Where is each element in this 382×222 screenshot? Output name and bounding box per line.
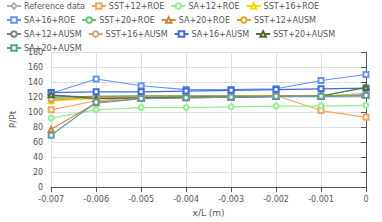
svg-text:SST+12+ROE: SST+12+ROE xyxy=(109,2,165,11)
svg-text:-0.006: -0.006 xyxy=(83,195,109,204)
svg-text:40: 40 xyxy=(33,153,43,162)
svg-text:-0.005: -0.005 xyxy=(128,195,154,204)
svg-text:SST+20+AUSM: SST+20+AUSM xyxy=(273,30,335,39)
svg-text:60: 60 xyxy=(33,138,43,147)
svg-text:SA+16+AUSM: SA+16+AUSM xyxy=(192,30,250,39)
svg-text:x/L (m): x/L (m) xyxy=(193,208,225,218)
svg-text:SST+20+ROE: SST+20+ROE xyxy=(99,16,155,25)
svg-text:80: 80 xyxy=(33,123,43,132)
svg-text:120: 120 xyxy=(28,93,43,102)
svg-text:-0.004: -0.004 xyxy=(173,195,199,204)
svg-text:SA+12+ROE: SA+12+ROE xyxy=(188,2,239,11)
svg-text:-0.003: -0.003 xyxy=(218,195,244,204)
svg-text:0: 0 xyxy=(38,183,43,192)
svg-text:20: 20 xyxy=(33,168,43,177)
svg-text:SA+20+ROE: SA+20+ROE xyxy=(179,16,230,25)
svg-text:-0.007: -0.007 xyxy=(38,195,64,204)
svg-text:SA+20+AUSM: SA+20+AUSM xyxy=(24,44,82,53)
svg-text:-0.002: -0.002 xyxy=(263,195,289,204)
svg-text:0: 0 xyxy=(363,195,368,204)
svg-text:100: 100 xyxy=(28,108,43,117)
svg-text:SA+12+AUSM: SA+12+AUSM xyxy=(24,30,82,39)
svg-text:SST+16+ROE: SST+16+ROE xyxy=(264,2,320,11)
svg-text:140: 140 xyxy=(28,78,43,87)
svg-text:-0.001: -0.001 xyxy=(308,195,334,204)
svg-text:SST+16+AUSM: SST+16+AUSM xyxy=(106,30,168,39)
svg-text:SA+16+ROE: SA+16+ROE xyxy=(24,16,75,25)
svg-text:160: 160 xyxy=(28,63,43,72)
svg-text:SST+12+AUSM: SST+12+AUSM xyxy=(254,16,316,25)
svg-text:Reference data: Reference data xyxy=(24,2,85,11)
svg-text:P/Pt: P/Pt xyxy=(8,110,18,128)
